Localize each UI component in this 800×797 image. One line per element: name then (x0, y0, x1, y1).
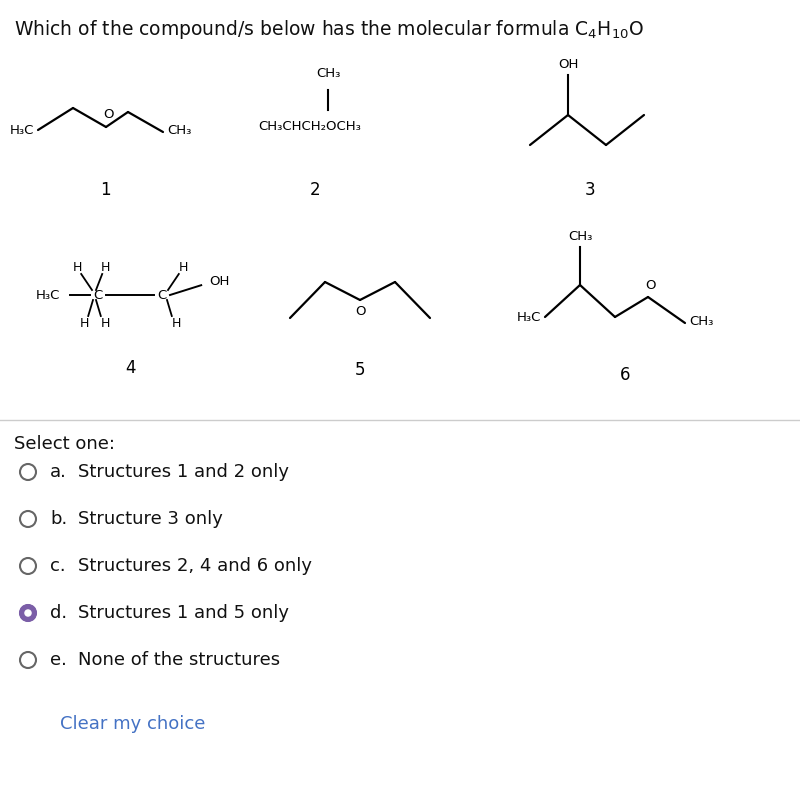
Text: H: H (178, 261, 188, 273)
Text: H: H (79, 316, 89, 329)
Text: None of the structures: None of the structures (78, 651, 280, 669)
Text: OH: OH (210, 274, 230, 288)
Text: C: C (158, 289, 166, 301)
Text: b.: b. (50, 510, 67, 528)
Text: Structures 1 and 5 only: Structures 1 and 5 only (78, 604, 289, 622)
Text: Which of the compound/s below has the molecular formula C$_4$H$_{10}$O: Which of the compound/s below has the mo… (14, 18, 644, 41)
Circle shape (20, 605, 36, 621)
Text: H₃C: H₃C (10, 124, 34, 136)
Text: c.: c. (50, 557, 66, 575)
Text: C: C (94, 289, 102, 301)
Text: a.: a. (50, 463, 67, 481)
Text: CH₃: CH₃ (689, 315, 714, 328)
Text: CH₃CHCH₂OCH₃: CH₃CHCH₂OCH₃ (258, 120, 362, 133)
Text: CH₃: CH₃ (568, 230, 592, 243)
Text: OH: OH (558, 58, 578, 71)
Text: Clear my choice: Clear my choice (60, 715, 206, 733)
Text: 2: 2 (310, 181, 320, 199)
Text: Structure 3 only: Structure 3 only (78, 510, 223, 528)
Text: CH₃: CH₃ (316, 67, 340, 80)
Text: 1: 1 (100, 181, 110, 199)
Text: 4: 4 (125, 359, 135, 377)
Text: H: H (100, 261, 110, 273)
Text: 5: 5 (354, 361, 366, 379)
Text: O: O (645, 279, 655, 292)
Text: H: H (72, 261, 82, 273)
Text: 3: 3 (585, 181, 595, 199)
Text: 6: 6 (620, 366, 630, 384)
Text: H₃C: H₃C (36, 289, 60, 301)
Text: Structures 1 and 2 only: Structures 1 and 2 only (78, 463, 289, 481)
Text: H: H (171, 316, 181, 329)
Text: Select one:: Select one: (14, 435, 115, 453)
Text: O: O (354, 305, 366, 318)
Text: CH₃: CH₃ (167, 124, 191, 136)
Text: e.: e. (50, 651, 67, 669)
Text: O: O (102, 108, 114, 121)
Circle shape (25, 610, 31, 616)
Text: H: H (100, 316, 110, 329)
Text: d.: d. (50, 604, 67, 622)
Text: Structures 2, 4 and 6 only: Structures 2, 4 and 6 only (78, 557, 312, 575)
Text: H₃C: H₃C (517, 311, 541, 324)
